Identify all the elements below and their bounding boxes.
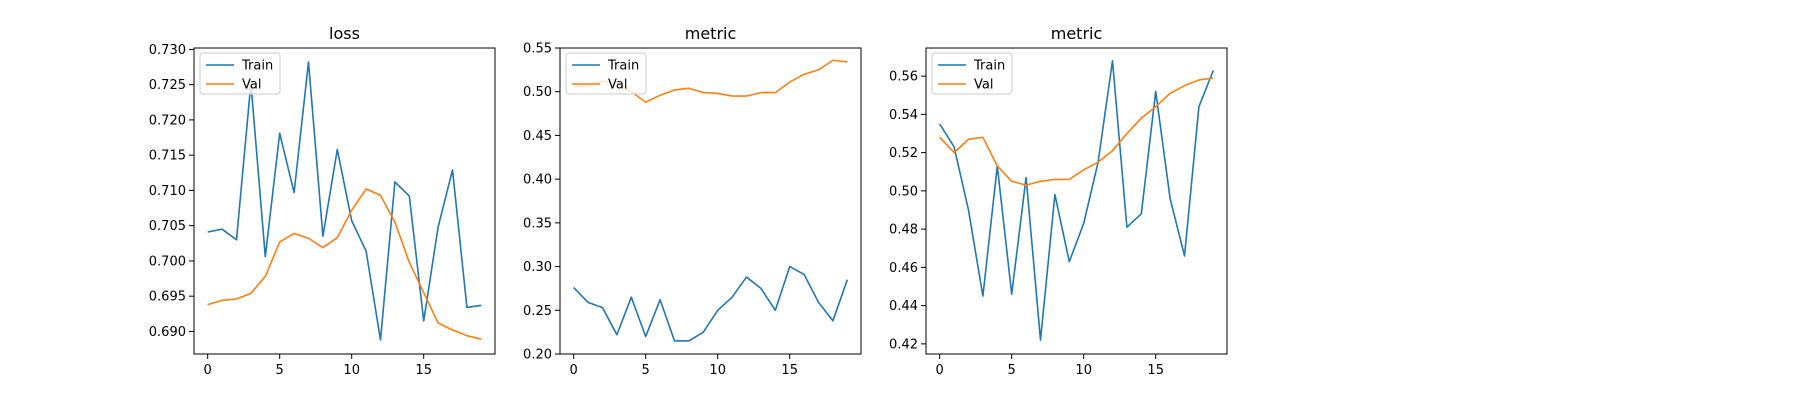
x-tick-label: 15 — [781, 363, 798, 378]
x-tick-label: 15 — [415, 363, 432, 378]
x-tick-label: 0 — [936, 363, 944, 378]
chart-panel-1: loss 0 5 10 15 0.690 0.695 0.700 0.705 0.710 0.715… — [149, 24, 496, 378]
series-line-train — [573, 265, 849, 342]
axes-frame — [193, 47, 496, 355]
y-tick-label: 0.54 — [889, 108, 918, 123]
y-tick-label: 0.46 — [889, 261, 918, 276]
y-tick-label: 0.42 — [889, 337, 918, 352]
y-tick-label: 0.50 — [523, 85, 552, 100]
series-line-val — [939, 77, 1214, 186]
legend-label-val: Val — [242, 78, 261, 93]
y-tick-label: 0.690 — [149, 325, 186, 340]
y-tick-label: 0.50 — [889, 184, 918, 199]
y-tick-label: 0.35 — [523, 216, 552, 231]
y-tick-label: 0.20 — [523, 348, 552, 363]
x-tick-label: 5 — [1008, 363, 1016, 378]
y-tick-label: 0.30 — [523, 260, 552, 275]
y-tick-label: 0.715 — [149, 149, 186, 164]
x-tick-label: 5 — [642, 363, 650, 378]
y-tick-label: 0.720 — [149, 113, 186, 128]
y-tick-label: 0.725 — [149, 78, 186, 93]
y-tick-label: 0.25 — [523, 304, 552, 319]
chart-panel-3: metric 0 5 10 15 0.42 0.44 0.46 0.48 0.50 0.52 0.54… — [889, 24, 1228, 378]
x-tick-label: 5 — [276, 363, 284, 378]
legend-label-val: Val — [974, 78, 993, 93]
chart-panel-2: metric 0 5 10 15 0.20 0.25 0.30 0.35 0.40 0.45 0.50… — [523, 24, 862, 378]
legend-label-train: Train — [607, 59, 639, 74]
legend-label-val: Val — [608, 78, 627, 93]
y-tick-label: 0.45 — [523, 129, 552, 144]
chart-title: metric — [685, 24, 737, 43]
y-tick-label: 0.705 — [149, 219, 186, 234]
series-line-train — [207, 61, 482, 341]
y-tick-label: 0.55 — [523, 42, 552, 57]
y-tick-label: 0.700 — [149, 254, 186, 269]
series-line-val — [207, 188, 482, 340]
legend: Train Val — [931, 52, 1013, 95]
legend-label-train: Train — [973, 59, 1005, 74]
axes-frame — [559, 47, 862, 355]
x-tick-label: 10 — [1075, 363, 1092, 378]
x-tick-label: 0 — [570, 363, 578, 378]
legend-label-train: Train — [241, 59, 273, 74]
y-tick-label: 0.44 — [889, 299, 918, 314]
legend: Train Val — [565, 52, 647, 95]
x-tick-label: 0 — [204, 363, 212, 378]
series-line-train — [939, 60, 1215, 341]
y-tick-label: 0.56 — [889, 70, 918, 85]
x-tick-label: 15 — [1147, 363, 1164, 378]
chart-title: metric — [1051, 24, 1103, 43]
x-tick-label: 10 — [709, 363, 726, 378]
y-tick-label: 0.710 — [149, 184, 186, 199]
axes-frame — [925, 47, 1228, 355]
y-tick-label: 0.52 — [889, 146, 918, 161]
y-tick-label: 0.40 — [523, 173, 552, 188]
x-tick-label: 10 — [343, 363, 360, 378]
y-tick-label: 0.695 — [149, 290, 186, 305]
y-tick-label: 0.48 — [889, 223, 918, 238]
legend: Train Val — [199, 52, 281, 95]
chart-title: loss — [329, 24, 360, 43]
y-tick-label: 0.730 — [149, 43, 186, 58]
